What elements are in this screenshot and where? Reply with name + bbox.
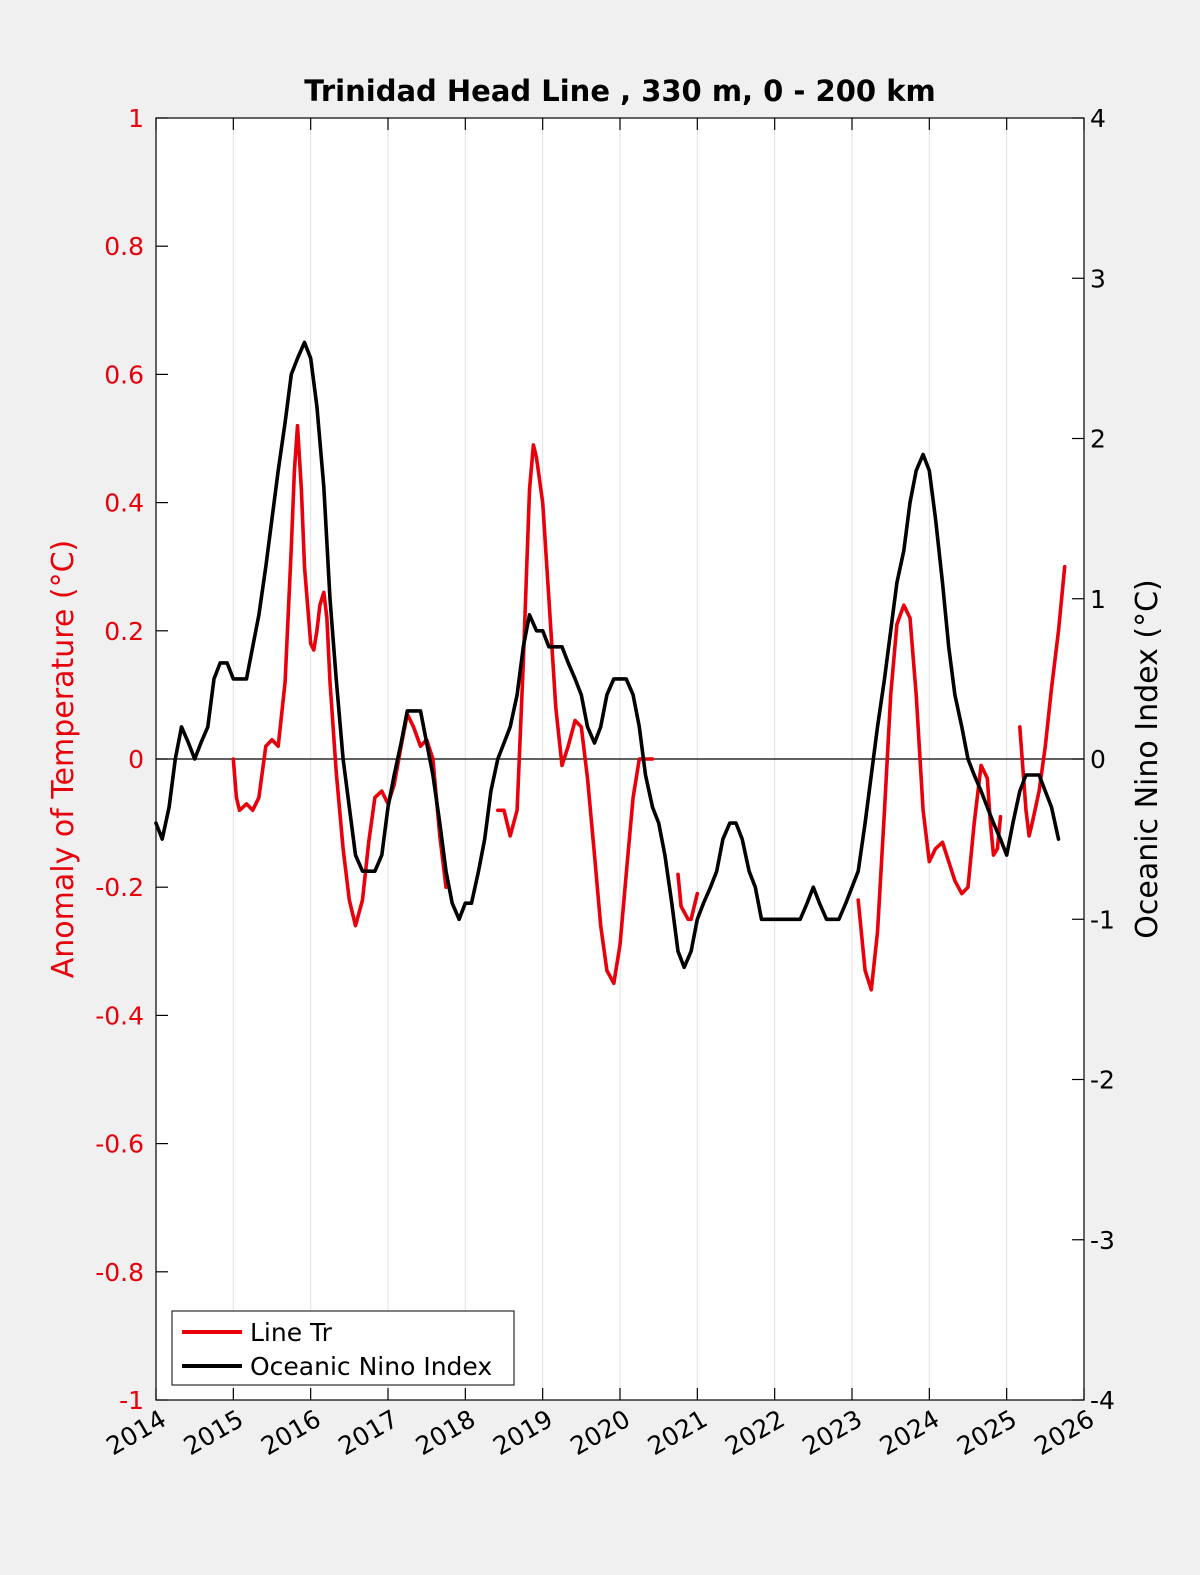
- left-tick-label: -0.4: [95, 1001, 144, 1030]
- legend-label-line-tr: Line Tr: [250, 1318, 333, 1347]
- line-tr-series-segment-3: [856, 603, 1003, 992]
- line-tr-series-segment-4: [1017, 564, 1067, 838]
- right-tick-label: 3: [1090, 264, 1106, 293]
- legend: Line Tr Oceanic Nino Index: [171, 1310, 515, 1386]
- left-axis-label: Anomaly of Temperature (°C): [46, 540, 81, 979]
- left-tick-label: 1: [128, 104, 144, 133]
- x-tick-label: 2021: [643, 1404, 713, 1461]
- series-layer: [154, 340, 1067, 992]
- right-axis-label: Oceanic Nino Index (°C): [1130, 579, 1165, 939]
- left-tick-label: -0.2: [95, 873, 144, 902]
- right-tick-label: 2: [1090, 425, 1106, 454]
- right-tick-label: -2: [1090, 1066, 1115, 1095]
- line-tr-series-segment-2: [676, 872, 700, 922]
- x-tick-label: 2015: [179, 1404, 249, 1461]
- x-tick-label: 2019: [488, 1404, 558, 1461]
- x-tick-label: 2017: [333, 1404, 403, 1461]
- left-tick-label: 0.2: [104, 617, 144, 646]
- x-tick-label: 2018: [411, 1404, 481, 1461]
- left-tick-label: -0.8: [95, 1258, 144, 1287]
- left-tick-label: -1: [119, 1386, 144, 1415]
- left-tick-label: -0.6: [95, 1130, 144, 1159]
- x-tick-label: 2022: [720, 1404, 790, 1461]
- legend-box: [171, 1310, 515, 1386]
- legend-label-oni: Oceanic Nino Index: [250, 1352, 492, 1381]
- x-tick-label: 2024: [875, 1404, 945, 1461]
- right-tick-label: -3: [1090, 1226, 1115, 1255]
- right-tick-label: -4: [1090, 1386, 1115, 1415]
- x-tick-label: 2020: [565, 1404, 635, 1461]
- right-tick-label: 0: [1090, 745, 1106, 774]
- x-tick-label: 2023: [797, 1404, 867, 1461]
- right-tick-label: 4: [1090, 104, 1106, 133]
- x-tick-label: 2016: [256, 1404, 326, 1461]
- right-tick-label: -1: [1090, 905, 1115, 934]
- chart-title: Trinidad Head Line , 330 m, 0 - 200 km: [304, 74, 935, 108]
- right-tick-label: 1: [1090, 585, 1106, 614]
- left-tick-label: 0.4: [104, 489, 144, 518]
- left-tick-label: 0.8: [104, 232, 144, 261]
- left-tick-label: 0: [128, 745, 144, 774]
- right-axis: -4 -3 -2 -1 0 1 2 3 4: [1072, 104, 1115, 1415]
- left-axis: -1 -0.8 -0.6 -0.4 -0.2 0 0.2 0.4 0.6 0.8 1: [95, 104, 168, 1415]
- left-tick-label: 0.6: [104, 360, 144, 389]
- x-tick-label: 2026: [1029, 1404, 1099, 1461]
- oni-series-segment-0: [154, 340, 1061, 970]
- x-tick-label: 2025: [952, 1404, 1022, 1461]
